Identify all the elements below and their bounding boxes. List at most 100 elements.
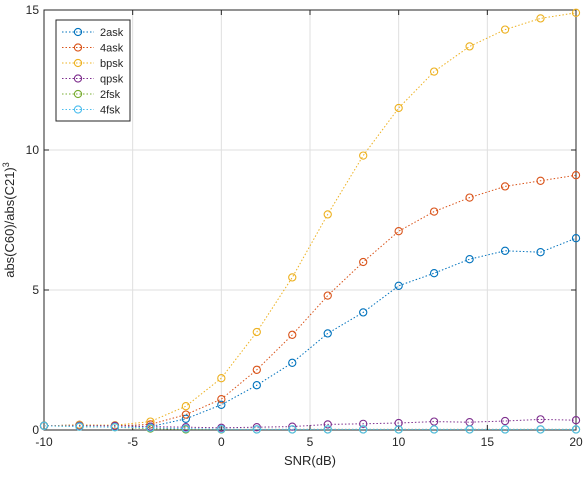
series-group	[39, 8, 581, 434]
data-point	[359, 419, 368, 428]
data-point	[394, 227, 403, 236]
data-point	[146, 423, 155, 432]
legend: 2ask 4ask bpsk qpsk 2fsk 4fsk	[55, 19, 131, 122]
data-point	[394, 425, 403, 434]
legend-marker	[73, 74, 83, 83]
y-tick-label: 0	[32, 423, 39, 437]
x-tick-label: 0	[218, 435, 225, 449]
data-point	[429, 269, 439, 278]
data-point	[359, 425, 368, 434]
data-point	[323, 291, 332, 300]
data-point	[323, 329, 332, 338]
data-point	[359, 308, 368, 317]
data-point	[500, 416, 510, 426]
legend-label: bpsk	[100, 58, 124, 70]
legend-item-2fsk: 2fsk	[62, 89, 121, 101]
data-point	[252, 381, 261, 390]
legend-item-qpsk: qpsk	[62, 74, 124, 86]
y-axis-label: abs(C60)/abs(C21)3	[1, 162, 17, 278]
data-point	[288, 273, 297, 282]
x-tick-label: -10	[35, 435, 53, 449]
x-tick-label: 5	[307, 435, 314, 449]
data-point	[394, 418, 403, 428]
data-point	[217, 425, 226, 434]
x-tick-label: 10	[392, 435, 406, 449]
data-point	[571, 234, 581, 243]
data-point	[571, 8, 581, 17]
data-point	[323, 425, 332, 434]
series-qpsk	[39, 415, 581, 432]
data-point	[217, 400, 226, 409]
data-point	[500, 25, 510, 34]
data-point	[288, 425, 297, 434]
data-point	[252, 365, 261, 374]
data-point	[181, 424, 191, 433]
data-point	[429, 417, 439, 426]
data-point	[536, 14, 545, 23]
legend-marker	[73, 58, 83, 68]
legend-marker	[73, 105, 83, 114]
legend-label: 2fsk	[100, 89, 121, 101]
data-point	[465, 42, 474, 51]
legend-item-2ask: 2ask	[62, 27, 124, 39]
data-point	[181, 414, 191, 423]
data-point	[39, 421, 49, 430]
y-tick-label: 15	[26, 3, 40, 17]
data-point	[181, 402, 191, 411]
legend-label: 2ask	[100, 27, 124, 39]
data-point	[429, 425, 439, 434]
data-point	[394, 281, 403, 290]
data-point	[181, 410, 191, 419]
data-point	[500, 425, 510, 434]
y-tick-label: 10	[26, 143, 40, 157]
data-point	[288, 422, 297, 431]
data-point	[500, 182, 510, 191]
legend-marker	[73, 27, 83, 37]
data-point	[359, 257, 368, 267]
legend-label: qpsk	[100, 74, 124, 86]
series-line	[44, 418, 577, 429]
legend-label: 4fsk	[100, 105, 121, 117]
data-point	[536, 176, 545, 185]
data-point	[288, 330, 297, 339]
data-point	[429, 67, 439, 76]
data-point	[465, 193, 474, 202]
data-point	[252, 423, 261, 432]
data-point	[536, 248, 545, 257]
legend-item-4ask: 4ask	[62, 43, 124, 55]
data-point	[217, 395, 226, 404]
data-point	[465, 425, 474, 434]
legend-item-4fsk: 4fsk	[62, 105, 121, 117]
y-axis-label-base: abs(C60)/abs(C21)	[2, 167, 17, 278]
legend-marker	[73, 43, 83, 52]
data-point	[359, 151, 368, 160]
x-tick-label: 15	[481, 435, 495, 449]
data-point	[571, 171, 581, 180]
y-axis-label-exponent: 3	[1, 162, 11, 167]
x-tick-label: -5	[127, 435, 138, 449]
series-line	[43, 174, 577, 427]
series-4fsk	[39, 421, 581, 434]
data-point	[110, 423, 120, 432]
data-point	[500, 246, 510, 255]
data-point	[536, 415, 545, 424]
data-point	[252, 425, 261, 434]
data-point	[429, 207, 439, 216]
data-point	[75, 422, 84, 431]
legend-label: 4ask	[100, 43, 124, 55]
legend-item-bpsk: bpsk	[62, 58, 124, 70]
data-point	[217, 374, 226, 383]
data-point	[571, 425, 581, 434]
legend-box	[55, 19, 131, 122]
x-tick-label: 20	[569, 435, 583, 449]
data-point	[323, 420, 332, 429]
legend-marker	[73, 89, 83, 99]
x-axis-label: SNR(dB)	[284, 453, 336, 468]
series-line	[43, 12, 577, 427]
data-point	[571, 416, 581, 425]
data-point	[394, 103, 403, 113]
data-point	[323, 210, 332, 219]
data-point	[536, 425, 545, 434]
